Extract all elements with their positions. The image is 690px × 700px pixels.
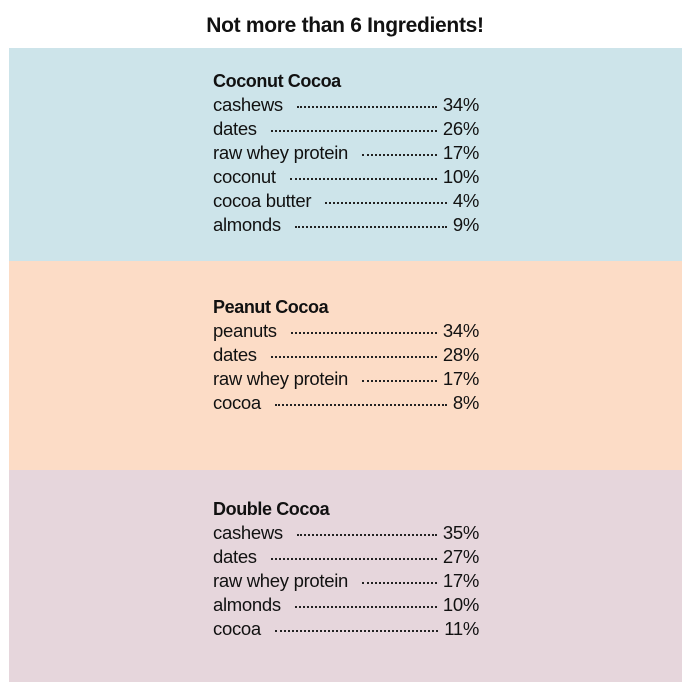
- ingredient-percent: 10%: [442, 166, 479, 187]
- dot-leader: [270, 130, 437, 132]
- dot-leader: [294, 226, 447, 228]
- ingredient-row: raw whey protein 17%: [213, 570, 479, 594]
- dot-leader: [362, 380, 437, 382]
- page-title: Not more than 6 Ingredients!: [206, 14, 484, 37]
- ingredient-row: dates 28%: [213, 344, 479, 368]
- dot-leader: [296, 106, 437, 108]
- dot-leader: [270, 558, 437, 560]
- ingredient-row: cashews 34%: [213, 94, 479, 118]
- ingredient-percent: 28%: [442, 344, 479, 365]
- ingredient-row: cocoa butter 4%: [213, 190, 479, 214]
- ingredient-name: raw whey protein: [213, 570, 349, 591]
- dot-leader: [294, 606, 437, 608]
- ingredient-row: coconut 10%: [213, 166, 479, 190]
- dot-leader: [274, 630, 439, 632]
- ingredient-percent: 34%: [442, 320, 479, 341]
- ingredient-row: peanuts 34%: [213, 320, 479, 344]
- ingredient-percent: 17%: [442, 142, 479, 163]
- ingredient-name: cocoa butter: [213, 190, 312, 211]
- dot-leader: [274, 404, 447, 406]
- ingredient-row: dates 27%: [213, 546, 479, 570]
- recipe-panel-coconut-cocoa: Coconut Cocoa cashews 34% dates 26% raw …: [9, 48, 682, 261]
- ingredient-row: almonds 10%: [213, 594, 479, 618]
- ingredient-row: raw whey protein 17%: [213, 142, 479, 166]
- ingredient-name: dates: [213, 118, 257, 139]
- recipe-panel-peanut-cocoa: Peanut Cocoa peanuts 34% dates 28% raw w…: [9, 261, 682, 470]
- ingredient-name: almonds: [213, 214, 281, 235]
- ingredient-row: raw whey protein 17%: [213, 368, 479, 392]
- dot-leader: [362, 154, 437, 156]
- recipe-panel-double-cocoa: Double Cocoa cashews 35% dates 27% raw w…: [9, 470, 682, 682]
- dot-leader: [296, 534, 437, 536]
- ingredient-percent: 26%: [442, 118, 479, 139]
- ingredient-percent: 34%: [442, 94, 479, 115]
- ingredient-name: raw whey protein: [213, 142, 349, 163]
- dot-leader: [362, 582, 437, 584]
- ingredient-name: cocoa: [213, 618, 261, 639]
- ingredient-row: cocoa 11%: [213, 618, 479, 642]
- ingredient-name: almonds: [213, 594, 281, 615]
- ingredient-percent: 4%: [452, 190, 479, 211]
- ingredient-percent: 10%: [442, 594, 479, 615]
- ingredient-name: coconut: [213, 166, 276, 187]
- recipe-card: Coconut Cocoa cashews 34% dates 26% raw …: [213, 70, 479, 238]
- ingredient-row: dates 26%: [213, 118, 479, 142]
- ingredient-percent: 17%: [442, 570, 479, 591]
- recipe-card: Double Cocoa cashews 35% dates 27% raw w…: [213, 498, 479, 642]
- ingredient-name: cashews: [213, 522, 283, 543]
- ingredient-row: cashews 35%: [213, 522, 479, 546]
- ingredient-name: peanuts: [213, 320, 277, 341]
- recipe-title: Coconut Cocoa: [213, 71, 341, 91]
- ingredient-percent: 11%: [444, 618, 479, 639]
- ingredient-row: almonds 9%: [213, 214, 479, 238]
- ingredient-name: raw whey protein: [213, 368, 349, 389]
- recipe-title: Double Cocoa: [213, 499, 330, 519]
- ingredient-percent: 35%: [442, 522, 479, 543]
- ingredient-percent: 8%: [452, 392, 479, 413]
- ingredient-name: dates: [213, 344, 257, 365]
- ingredient-percent: 27%: [442, 546, 479, 567]
- ingredient-percent: 9%: [452, 214, 479, 235]
- dot-leader: [270, 356, 437, 358]
- recipe-title: Peanut Cocoa: [213, 297, 329, 317]
- dot-leader: [325, 202, 447, 204]
- dot-leader: [290, 332, 437, 334]
- ingredient-row: cocoa 8%: [213, 392, 479, 416]
- recipe-card: Peanut Cocoa peanuts 34% dates 28% raw w…: [213, 296, 479, 416]
- ingredient-name: dates: [213, 546, 257, 567]
- ingredient-percent: 17%: [442, 368, 479, 389]
- ingredient-name: cashews: [213, 94, 283, 115]
- ingredient-name: cocoa: [213, 392, 261, 413]
- dot-leader: [289, 178, 437, 180]
